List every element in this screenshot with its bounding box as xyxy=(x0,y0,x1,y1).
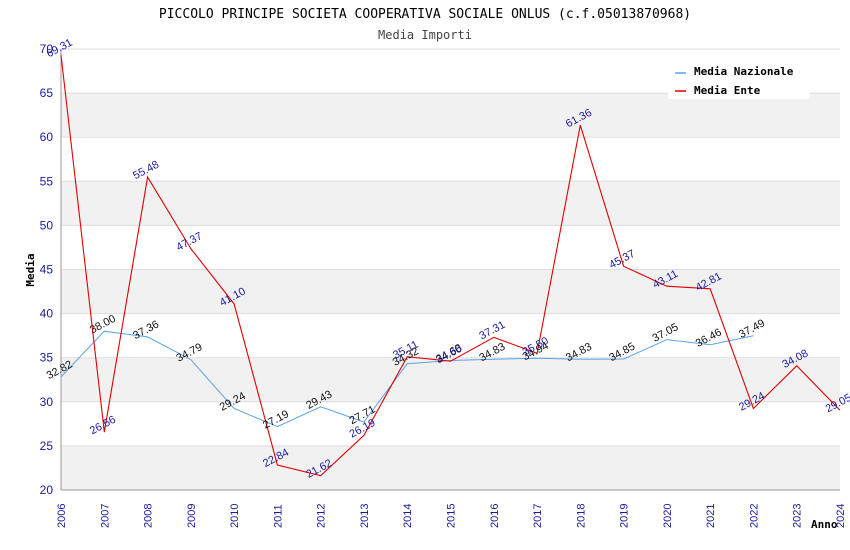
x-tick-label-2017: 2017 xyxy=(532,504,544,528)
series-line-media-ente xyxy=(60,55,841,477)
data-label-media-nazionale-2020: 37.05 xyxy=(651,321,681,345)
y-axis-label: Media xyxy=(24,253,37,286)
grid-bands xyxy=(61,93,840,490)
y-tick-label-40: 40 xyxy=(40,307,54,321)
chart-title: PICCOLO PRINCIPE SOCIETA COOPERATIVA SOC… xyxy=(159,7,691,22)
x-tick-label-2016: 2016 xyxy=(489,504,501,528)
x-tick-label-2019: 2019 xyxy=(619,504,631,528)
x-tick-label-2013: 2013 xyxy=(359,504,371,528)
grid-band xyxy=(61,357,840,402)
x-tick-label-2021: 2021 xyxy=(705,504,717,528)
x-axis-label: Anno xyxy=(811,518,838,531)
chart-subtitle: Media Importi xyxy=(378,28,472,42)
grid-band xyxy=(61,181,840,226)
x-tick-label-2010: 2010 xyxy=(229,504,241,528)
y-tick-label-55: 55 xyxy=(40,174,54,188)
y-tick-label-50: 50 xyxy=(40,218,54,232)
x-tick-label-2006: 2006 xyxy=(56,504,68,528)
data-label-media-ente-2016: 37.31 xyxy=(477,319,507,343)
data-label-media-nazionale-2021: 36.46 xyxy=(694,326,724,350)
grid-band xyxy=(61,269,840,314)
data-label-media-ente-2009: 47.37 xyxy=(174,230,204,254)
x-tick-label-2024: 2024 xyxy=(835,504,847,528)
series-line-media-nazionale xyxy=(60,330,754,428)
series-lines xyxy=(60,55,841,477)
y-tick-label-25: 25 xyxy=(40,439,54,453)
data-label-media-ente-2006: 69.31 xyxy=(45,37,75,61)
y-tick-label-35: 35 xyxy=(40,351,54,365)
data-label-media-nazionale-2011: 27.19 xyxy=(261,408,291,432)
x-tick-label-2009: 2009 xyxy=(186,504,198,528)
y-tick-label-65: 65 xyxy=(40,86,54,100)
x-tick-label-2008: 2008 xyxy=(143,504,155,528)
y-tick-label-45: 45 xyxy=(40,263,54,277)
legend: Media Nazionale Media Ente xyxy=(668,59,810,99)
data-label-media-nazionale-2022: 37.49 xyxy=(737,317,767,341)
y-tick-label-20: 20 xyxy=(40,483,54,497)
x-tick-label-2014: 2014 xyxy=(402,504,414,528)
y-tick-label-60: 60 xyxy=(40,130,54,144)
y-tick-labels: 20 25 30 35 40 45 50 55 60 65 70 xyxy=(40,42,54,497)
data-label-media-ente-2019: 45.37 xyxy=(607,248,637,272)
x-tick-label-2022: 2022 xyxy=(748,504,760,528)
x-tick-label-2023: 2023 xyxy=(792,504,804,528)
x-tick-label-2020: 2020 xyxy=(662,504,674,528)
grid-band xyxy=(61,445,840,490)
y-tick-label-30: 30 xyxy=(40,395,54,409)
x-tick-label-2015: 2015 xyxy=(446,504,458,528)
data-label-media-nazionale-2008: 37.36 xyxy=(131,318,161,342)
legend-label-media-ente: Media Ente xyxy=(694,84,761,97)
x-tick-label-2007: 2007 xyxy=(99,504,111,528)
x-tick-label-2018: 2018 xyxy=(575,504,587,528)
legend-label-media-nazionale: Media Nazionale xyxy=(694,65,794,78)
x-tick-labels: 2006 2007 2008 2009 2010 2011 2012 2013 2014 2015… xyxy=(56,504,847,528)
grid-band xyxy=(61,93,840,138)
x-tick-label-2011: 2011 xyxy=(272,504,284,528)
x-tick-label-2012: 2012 xyxy=(316,504,328,528)
y-tick-label-70: 70 xyxy=(40,42,54,56)
data-label-media-ente-2008: 55.48 xyxy=(131,159,161,183)
legend-box xyxy=(668,59,810,99)
